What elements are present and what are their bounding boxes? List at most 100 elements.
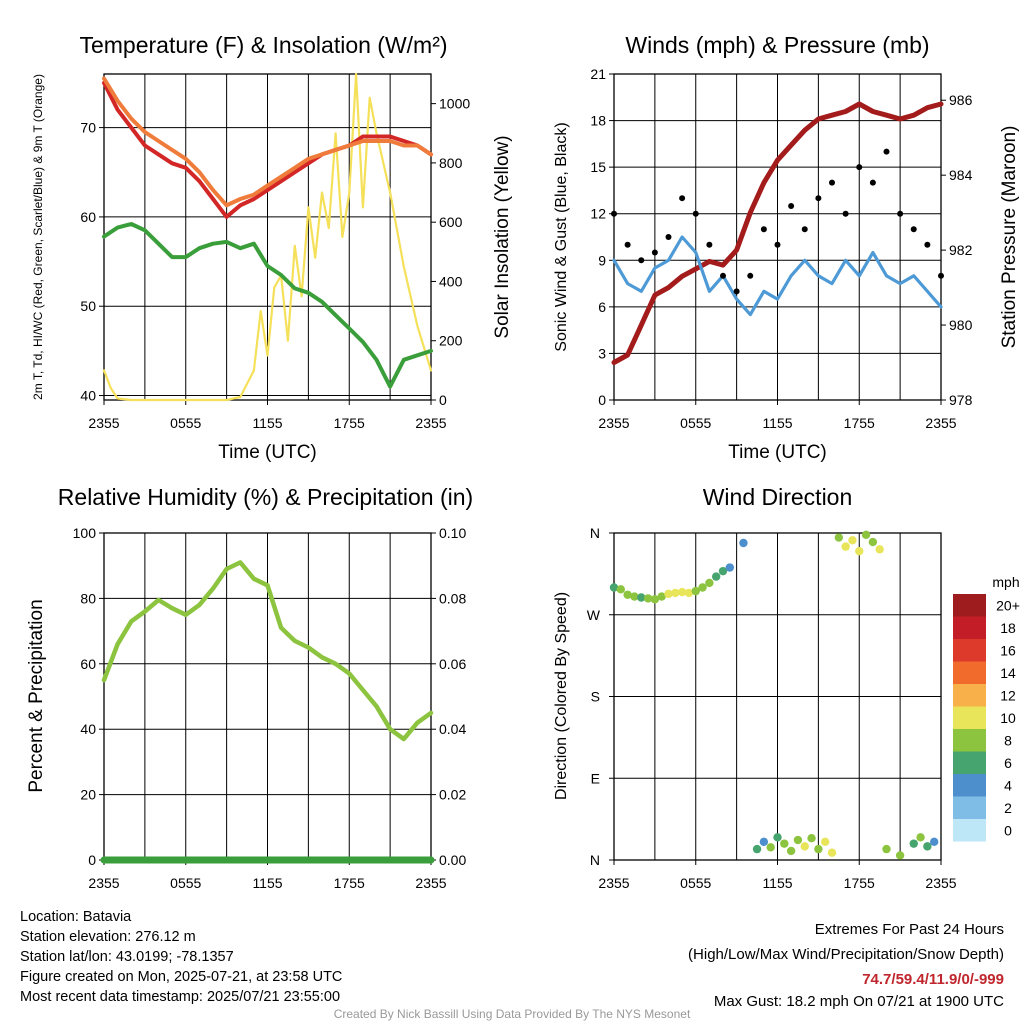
direction-point: [780, 839, 789, 848]
gust-point: [883, 148, 890, 155]
direction-point: [895, 851, 905, 860]
direction-point: [725, 563, 735, 572]
colorbar-label: 0: [1004, 822, 1012, 838]
x-tick-label: 2355: [598, 875, 629, 891]
x-tick-label: 1755: [844, 415, 875, 431]
y-axis-label: Sonic Wind & Gust (Blue, Black): [553, 122, 570, 351]
direction-point: [814, 844, 823, 854]
colorbar-swatch: [953, 661, 986, 684]
gust-point: [760, 226, 767, 233]
y-tick-label: 15: [590, 159, 606, 175]
colorbar-swatch: [953, 751, 986, 774]
direction-point: [923, 842, 932, 851]
max-gust-text: Max Gust: 18.2 mph On 07/21 at 1900 UTC: [713, 993, 1004, 1010]
y-right-tick-label: 1000: [439, 96, 470, 112]
x-tick-label: 1755: [334, 415, 365, 431]
direction-point: [848, 536, 857, 545]
gust-point: [733, 288, 740, 295]
colorbar-label: 14: [1000, 665, 1016, 681]
gust-point: [720, 272, 726, 279]
gust-point: [842, 210, 849, 217]
y-right-tick-label: 0.08: [439, 590, 466, 606]
colorbar-label: 4: [1004, 777, 1012, 793]
y-right-tick-label: 986: [949, 92, 973, 108]
gust-point: [829, 179, 835, 186]
colorbar-swatch: [953, 684, 986, 707]
direction-point: [752, 844, 762, 854]
colorbar-swatch: [953, 796, 986, 819]
colorbar-title: mph: [992, 574, 1019, 590]
direction-point: [909, 839, 918, 848]
station-info: Location: Batavia Station elevation: 276…: [20, 907, 342, 1007]
y-tick-label: 12: [590, 206, 606, 222]
y-right-tick-label: 0.00: [439, 852, 466, 868]
gust-point: [638, 257, 645, 264]
direction-point: [773, 833, 782, 842]
y-right-tick-label: 0.06: [439, 656, 466, 672]
gust-point: [611, 210, 617, 217]
direction-point: [875, 545, 884, 554]
chart-title: Temperature (F) & Insolation (W/m²): [79, 32, 447, 58]
direction-point: [684, 588, 694, 598]
created-text: Figure created on Mon, 2025-07-21, at 23…: [20, 969, 343, 985]
gust-point: [924, 241, 931, 248]
y-tick-label: N: [590, 525, 600, 541]
y-right-tick-label: 400: [439, 273, 463, 289]
direction-point: [705, 578, 714, 588]
y-tick-label: S: [591, 689, 600, 705]
gust-point: [938, 272, 944, 279]
temperature-series-1: [102, 76, 433, 208]
colorbar-swatch: [953, 594, 986, 617]
y-tick-label: 18: [590, 113, 606, 129]
y-tick-label: N: [590, 852, 600, 868]
x-tick-label: 2355: [925, 415, 956, 431]
direction-point: [691, 586, 700, 596]
y-axis-label: 2m T, Td, HI/WC (Red, Green, Scarlet/Blu…: [31, 74, 45, 400]
x-axis-label: Time (UTC): [728, 442, 827, 463]
y-tick-label: 9: [598, 252, 606, 268]
x-tick-label: 2355: [415, 415, 446, 431]
direction-point: [643, 594, 653, 603]
x-tick-label: 2355: [88, 875, 119, 891]
colorbar-label: 20+: [996, 597, 1020, 613]
direction-point: [698, 583, 707, 592]
x-tick-label: 1155: [252, 875, 282, 891]
humidity-line: [101, 560, 434, 742]
direction-point: [671, 588, 680, 598]
direction-point: [841, 542, 850, 551]
colorbar-label: 8: [1004, 732, 1012, 748]
direction-point: [759, 837, 769, 847]
colorbar-label: 16: [1000, 642, 1016, 658]
gust-point: [651, 249, 658, 256]
colorbar-swatch: [953, 729, 986, 752]
direction-point: [623, 590, 632, 599]
y-axis-label: Percent & Precipitation: [26, 599, 47, 792]
extremes-subtitle: (High/Low/Max Wind/Precipitation/Snow De…: [688, 946, 1004, 963]
y-right-axis-label: Station Pressure (Maroon): [999, 126, 1020, 349]
colorbar-label: 18: [1000, 620, 1016, 636]
elevation-text: Station elevation: 276.12 m: [20, 929, 196, 945]
y-tick-label: 21: [590, 66, 606, 82]
y-tick-label: 40: [80, 388, 96, 404]
gust-point: [788, 202, 795, 209]
gust-point: [665, 234, 672, 240]
direction-point: [664, 589, 673, 599]
extremes-title: Extremes For Past 24 Hours: [814, 921, 1004, 938]
colorbar-label: 12: [1000, 687, 1016, 703]
colorbar-swatch: [953, 639, 986, 662]
x-tick-label: 1755: [334, 875, 365, 891]
sonic-wind-line: [612, 235, 943, 317]
direction-point: [677, 587, 687, 597]
gust-point: [869, 179, 876, 186]
y-tick-label: 60: [80, 209, 96, 225]
y-tick-label: 0: [88, 852, 96, 868]
y-right-tick-label: 980: [949, 317, 973, 333]
y-tick-label: 100: [73, 525, 97, 541]
direction-point: [868, 537, 878, 547]
x-tick-label: 2355: [598, 415, 629, 431]
gust-point: [679, 195, 686, 202]
direction-point: [718, 566, 728, 576]
colorbar-swatch: [953, 616, 986, 639]
direction-point: [657, 592, 666, 601]
y-right-axis-label: Solar Insolation (Yellow): [492, 135, 513, 338]
